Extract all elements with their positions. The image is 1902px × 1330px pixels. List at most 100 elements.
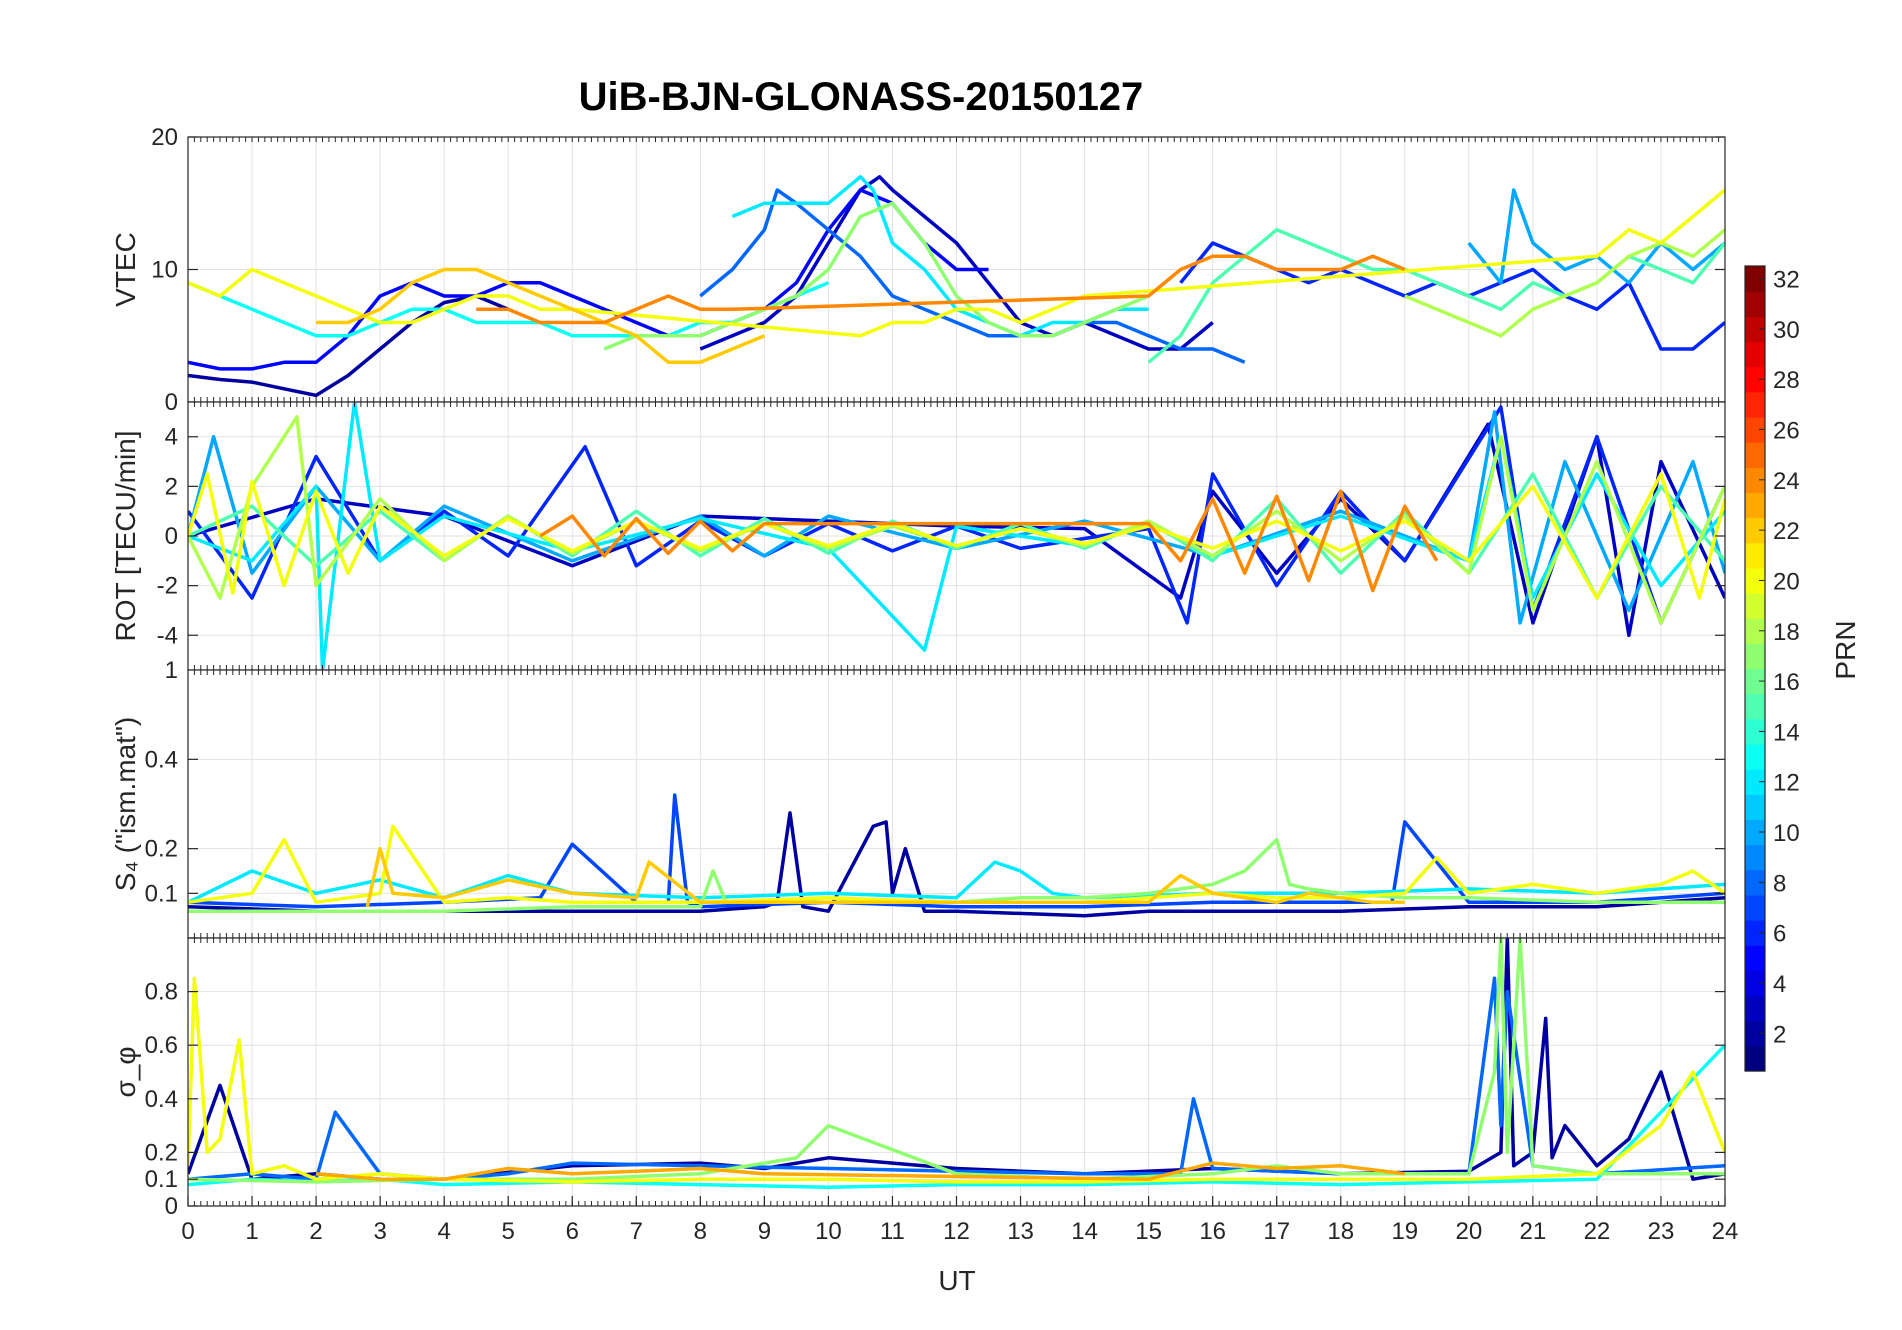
colorbar-tick-label: 4	[1773, 971, 1786, 998]
colorbar-tick-label: 20	[1773, 568, 1800, 595]
x-tick-label: 22	[1584, 1218, 1611, 1245]
colorbar-tick-label: 12	[1773, 770, 1800, 797]
series-group	[188, 938, 1725, 1189]
colorbar-segment	[1745, 442, 1765, 468]
series-prn-20	[188, 976, 1725, 1184]
colorbar-segment	[1745, 643, 1765, 670]
x-tick-label: 11	[880, 1218, 905, 1245]
x-tick-label: 0	[181, 1218, 194, 1245]
colorbar-segment	[1745, 341, 1765, 368]
colorbar-tick-label: 32	[1773, 267, 1800, 294]
y-tick-label: 10	[151, 257, 178, 284]
x-tick-label: 15	[1135, 1218, 1162, 1245]
x-tick-label: 2	[309, 1218, 322, 1245]
y-axis-label: σ_φ	[110, 1046, 141, 1097]
y-tick-label: 1	[165, 657, 178, 684]
y-tick-label: -2	[157, 573, 178, 600]
y-tick-label: 0.1	[145, 1166, 178, 1193]
series-prn-5	[188, 188, 989, 371]
series-prn-10	[1467, 188, 1725, 285]
colorbar-tick-label: 2	[1773, 1021, 1786, 1048]
colorbar-segment	[1745, 517, 1765, 544]
x-tick-label: 8	[694, 1218, 707, 1245]
x-tick-label: 23	[1648, 1218, 1675, 1245]
series-group	[188, 793, 1725, 918]
colorbar-segment	[1745, 995, 1765, 1022]
series-group	[188, 402, 1725, 670]
x-tick-label: 21	[1520, 1218, 1547, 1245]
x-tick-label: 3	[373, 1218, 386, 1245]
x-tick-label: 6	[566, 1218, 579, 1245]
colorbar-segment	[1745, 492, 1765, 519]
colorbar-tick-label: 14	[1773, 719, 1800, 746]
series-prn-20	[188, 188, 1725, 338]
panel-sigma: 00.10.2 0.4 0.6 0.8 σ_φ	[110, 937, 1726, 1220]
series-prn-2	[188, 294, 509, 398]
series-prn-18	[1404, 228, 1725, 338]
x-tick-label: 12	[943, 1218, 970, 1245]
y-axis-label: VTEC	[110, 232, 141, 307]
y-tick-label: 20	[151, 124, 178, 151]
y-tick-label: 0.6	[145, 1032, 178, 1059]
series-prn-12	[731, 175, 1149, 338]
panel-s4: 0.1 0.2 0.4 1 S₄ ("ism.mat")	[110, 657, 1726, 939]
series-prn-24	[539, 489, 1439, 593]
y-tick-label: 0.2	[145, 836, 178, 863]
x-tick-label: 24	[1712, 1218, 1739, 1245]
series-prn-8	[699, 188, 1246, 364]
x-tick-label: 10	[815, 1218, 842, 1245]
colorbar-segment	[1745, 945, 1765, 971]
panel-rot: -4 -2 0 2 4 ROT [TECU/min]	[110, 401, 1726, 671]
colorbar-tick-label: 24	[1773, 468, 1800, 495]
x-tick-label: 7	[630, 1218, 643, 1245]
colorbar-segment	[1745, 869, 1765, 896]
y-tick-label: 0	[165, 1193, 178, 1220]
x-tick-label: 14	[1071, 1218, 1098, 1245]
colorbar-segment	[1745, 366, 1765, 393]
series-prn-22	[365, 846, 1405, 908]
x-tick-label: 20	[1455, 1218, 1482, 1245]
x-axis-label: UT	[938, 1265, 975, 1296]
colorbar-segment	[1745, 391, 1765, 418]
series-group	[188, 175, 1725, 398]
colorbar-segment	[1745, 894, 1765, 921]
y-tick-label: 0	[165, 523, 178, 550]
colorbar-segment	[1745, 794, 1765, 821]
colorbar-segment	[1745, 844, 1765, 871]
colorbar-segment	[1745, 542, 1765, 569]
series-prn-17	[188, 837, 1725, 913]
colorbar-tick-label: 8	[1773, 870, 1786, 897]
y-tick-label: -4	[157, 622, 178, 649]
y-axis-label: ROT [TECU/min]	[110, 430, 141, 641]
series-prn-2	[188, 811, 1725, 918]
colorbar-segment	[1745, 467, 1765, 494]
colorbar-label: PRN	[1830, 620, 1861, 679]
colorbar-tick-label: 28	[1773, 367, 1800, 394]
colorbar-segment	[1745, 593, 1765, 619]
y-tick-label: 0	[165, 389, 178, 416]
series-prn-23	[315, 1161, 1406, 1181]
x-tick-label: 17	[1263, 1218, 1290, 1245]
colorbar-segment	[1745, 1020, 1765, 1047]
colorbar-segment	[1745, 416, 1765, 443]
colorbar-segment	[1745, 693, 1765, 720]
x-tick-label: 18	[1327, 1218, 1354, 1245]
y-tick-label: 0.2	[145, 1139, 178, 1166]
x-tick-label: 1	[245, 1218, 258, 1245]
colorbar-tick-label: 30	[1773, 317, 1800, 344]
colorbar-segment	[1745, 970, 1765, 997]
series-prn-17	[188, 938, 1725, 1184]
colorbar-tick-label: 22	[1773, 518, 1800, 545]
colorbar-segment	[1745, 291, 1765, 317]
colorbar-segment	[1745, 266, 1765, 292]
colorbar-segment	[1745, 668, 1765, 695]
colorbar-segment	[1745, 743, 1765, 770]
colorbar-segment	[1745, 618, 1765, 644]
colorbar-tick-label: 26	[1773, 418, 1800, 445]
y-tick-label: 4	[165, 424, 178, 451]
x-tick-label: 13	[1007, 1218, 1034, 1245]
x-tick-label: 5	[502, 1218, 515, 1245]
y-tick-label: 2	[165, 473, 178, 500]
